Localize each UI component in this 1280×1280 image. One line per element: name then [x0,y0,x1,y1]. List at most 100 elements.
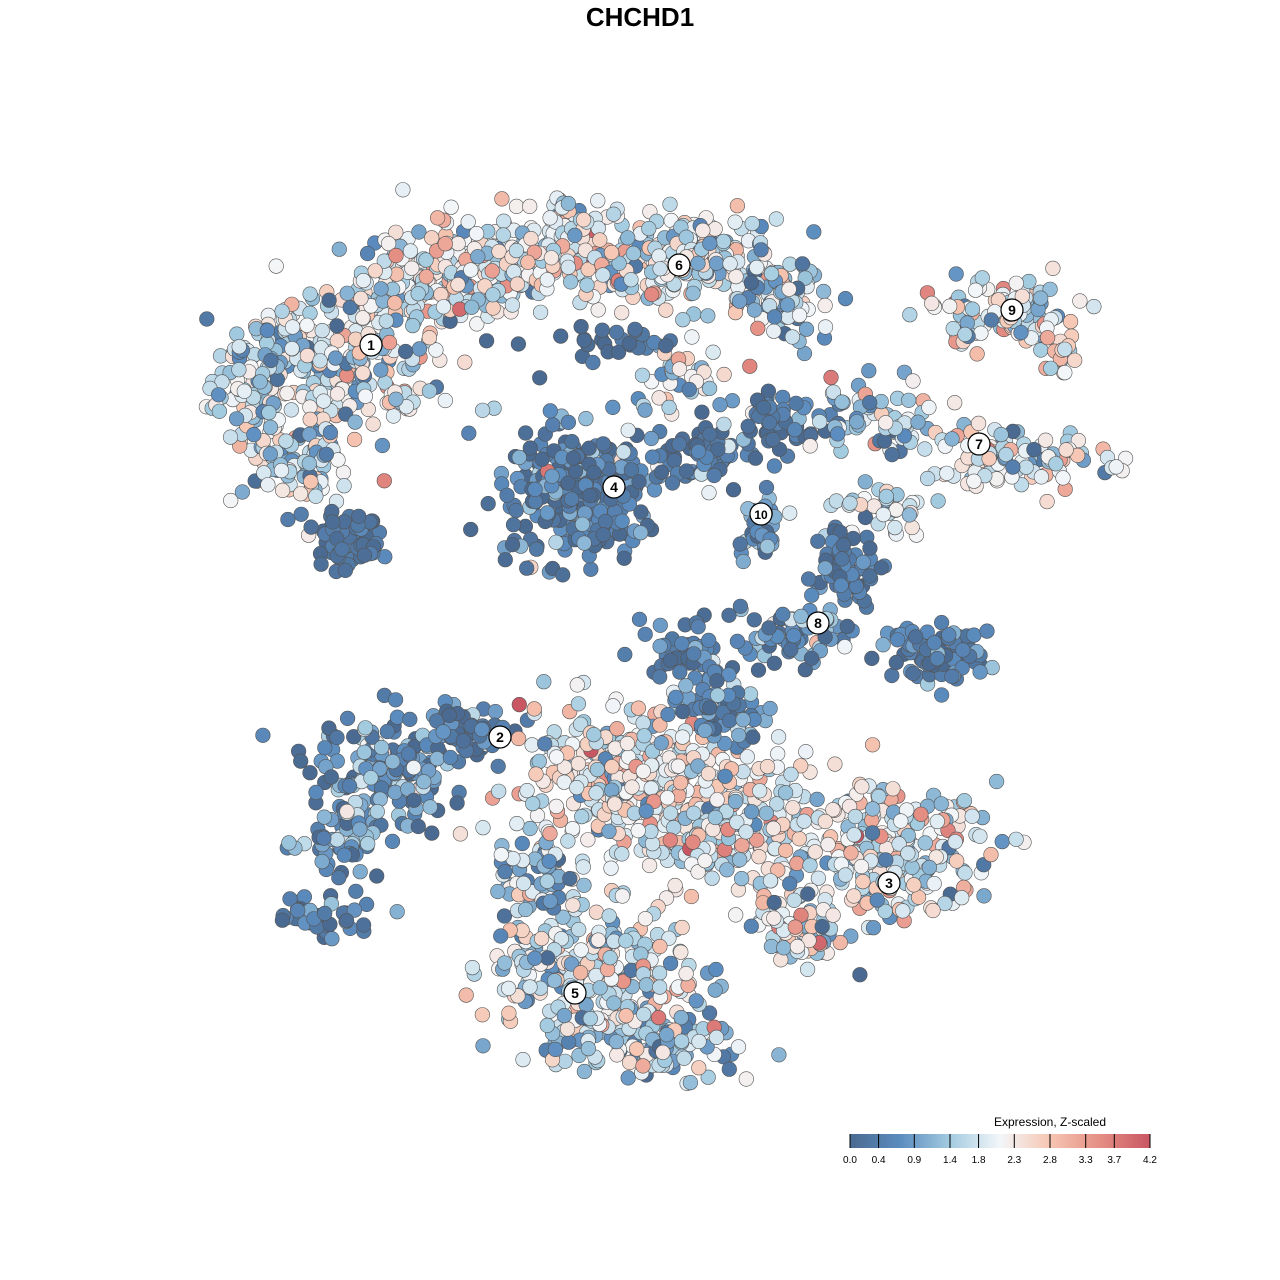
data-point [443,199,459,215]
data-point [633,504,649,520]
data-point [388,692,404,708]
data-point [956,793,973,809]
data-point [634,367,651,383]
data-point [455,733,472,749]
legend-colorbar [850,1134,1150,1148]
data-point [809,791,825,808]
data-point [758,805,775,821]
data-point [803,650,820,666]
data-point [954,890,970,906]
data-point [614,305,630,321]
data-point [517,901,534,918]
data-point [381,334,398,351]
data-point [944,668,960,685]
legend-tick-label: 0.0 [843,1155,857,1166]
data-point [525,795,541,812]
data-point [933,614,950,631]
data-point [563,491,580,507]
data-point [929,650,945,667]
legend-tick-label: 2.8 [1043,1155,1057,1166]
data-point [497,955,513,971]
data-point [609,721,625,737]
data-point [604,759,620,775]
data-point [302,765,318,781]
data-point [1033,469,1049,485]
data-point [878,415,894,431]
data-point [782,876,798,892]
data-point [994,833,1010,850]
data-point [942,298,958,314]
data-point [491,243,507,260]
data-point [384,833,401,850]
data-point [1039,494,1055,510]
data-point [706,467,722,484]
cluster-label-text: 10 [754,508,768,522]
data-point [505,517,522,533]
data-point [1055,470,1071,486]
data-point [570,696,587,712]
data-point [278,433,294,449]
data-point [884,667,900,684]
data-point [621,1054,638,1071]
data-point [830,426,846,442]
data-point [405,318,421,334]
data-point [732,598,749,614]
data-point [1072,293,1088,309]
data-point [637,911,654,927]
data-point [496,213,512,229]
data-point [674,729,691,745]
data-point [721,712,738,729]
data-point [493,928,509,944]
data-point [475,820,491,836]
data-point [491,783,507,799]
data-point [804,587,820,603]
data-point [519,560,535,576]
data-point [1005,459,1021,475]
data-point [302,286,318,302]
data-point [791,831,807,847]
data-point [630,822,646,839]
data-point [422,799,438,815]
data-point [317,905,333,922]
data-point [411,341,428,357]
cluster-label-5: 5 [563,981,587,1005]
data-point [590,302,606,318]
data-point [869,892,885,908]
data-point [511,696,527,713]
data-point [1048,456,1064,472]
data-point [592,980,608,996]
chart-title: CHCHD1 [585,2,695,32]
data-point [709,792,725,808]
data-point [603,860,619,876]
data-point [356,917,372,933]
data-point [610,344,627,360]
data-point [876,433,893,449]
data-point [260,477,276,493]
data-point [746,612,762,628]
data-point [715,233,732,249]
data-point [607,796,623,812]
data-point [496,908,513,924]
data-point [580,1040,597,1057]
data-point [357,720,374,736]
data-point [339,912,355,929]
data-point [747,450,764,466]
data-point [924,295,940,312]
data-point [324,931,340,947]
data-point [1013,325,1029,341]
data-point [369,868,385,884]
data-point [635,763,651,779]
data-point [998,447,1014,463]
data-point [490,883,506,900]
data-point [653,735,669,751]
data-point [617,646,633,663]
legend-tick-label: 0.9 [907,1155,921,1166]
data-point [557,1053,573,1069]
data-point [842,495,858,511]
data-point [522,979,538,995]
data-point [710,687,726,703]
data-point [658,302,674,318]
data-point [526,701,542,717]
data-point [670,758,686,774]
data-point [614,513,630,529]
